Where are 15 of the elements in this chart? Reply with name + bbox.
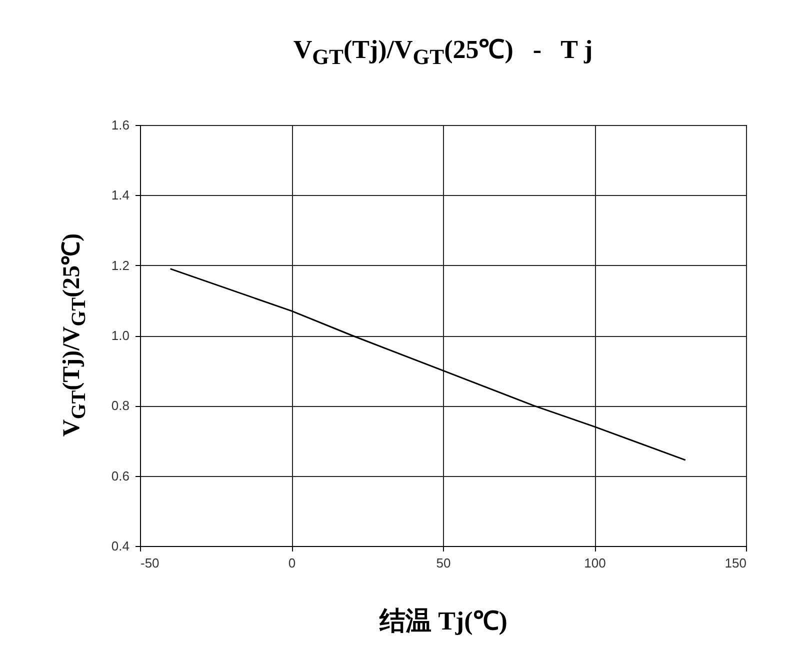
x-tick-label: 150 (724, 556, 746, 570)
y-tick-label: 1.0 (111, 328, 130, 343)
y-tick-label: 0.8 (111, 398, 130, 414)
x-tick-label: -50 (140, 556, 160, 570)
x-tick-label: 50 (436, 556, 451, 570)
y-tick-label: 0.4 (111, 538, 130, 554)
x-tick-label: 0 (288, 556, 296, 570)
x-tick-label: 100 (584, 556, 606, 570)
y-tick-label: 0.6 (111, 468, 130, 484)
y-tick-label: 1.2 (111, 258, 130, 273)
y-tick-label: 1.4 (111, 188, 130, 203)
y-tick-label: 1.6 (111, 118, 130, 132)
line-series (170, 268, 686, 461)
chart-title: V$_{GT}$(Tj)/V$_{GT}$(25℃) - T j (292, 34, 594, 70)
x-axis-title: 结温 Tj(℃) (378, 606, 508, 636)
